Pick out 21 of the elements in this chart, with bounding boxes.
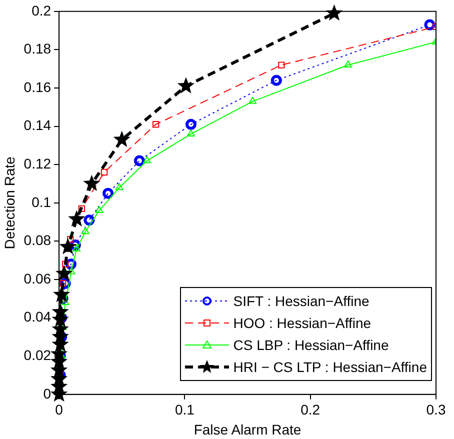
legend-label: HRI − CS LTP : Hessian−Affine <box>233 358 427 377</box>
y-tick-label: 0.12 <box>24 155 52 172</box>
y-tick-label: 0.14 <box>24 117 52 134</box>
x-tick-label: 0.2 <box>300 402 320 418</box>
y-tick-label: 0 <box>43 385 52 402</box>
y-tick-label: 0.06 <box>24 270 52 286</box>
legend-label: SIFT : Hessian−Affine <box>233 292 370 311</box>
y-tick-label: 0.08 <box>24 232 52 248</box>
y-tick-label: 0.18 <box>24 40 52 57</box>
y-axis-title: Detection Rate <box>1 156 18 250</box>
x-tick-label: 0.1 <box>174 402 195 418</box>
legend-label: CS LBP : Hessian−Affine <box>233 336 389 355</box>
y-tick-label: 0.16 <box>24 78 52 95</box>
y-tick-label: 0.02 <box>24 346 52 363</box>
legend-label: HOO : Hessian−Affine <box>233 314 372 333</box>
y-tick-label: 0.04 <box>24 308 52 325</box>
y-tick-label: 0.1 <box>32 194 52 210</box>
x-axis-title: False Alarm Rate <box>194 421 302 438</box>
y-tick-label: 0.2 <box>32 2 52 18</box>
x-tick-label: 0 <box>55 402 64 418</box>
x-tick-label: 0.3 <box>426 402 446 418</box>
